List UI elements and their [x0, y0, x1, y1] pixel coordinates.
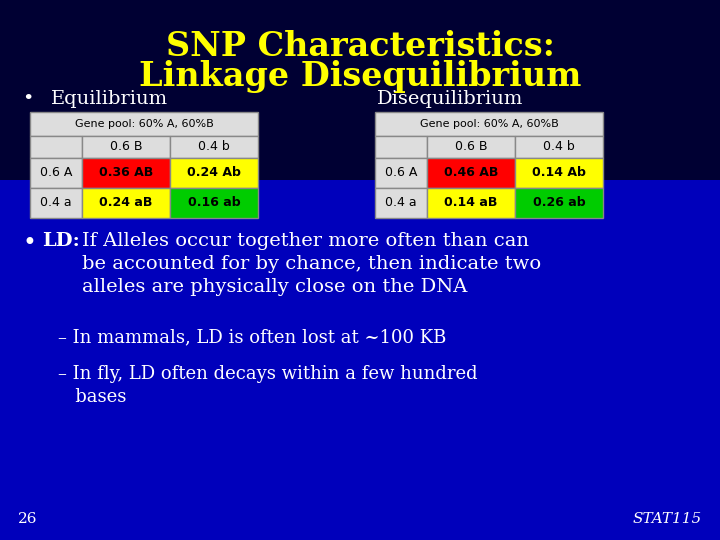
Bar — [82, 136, 170, 158]
Text: 0.24 Ab: 0.24 Ab — [187, 166, 241, 179]
Text: Gene pool: 60% A, 60%B: Gene pool: 60% A, 60%B — [420, 119, 559, 129]
Text: 0.4 a: 0.4 a — [385, 197, 417, 210]
Bar — [82, 158, 170, 188]
Bar — [82, 188, 170, 218]
Bar — [515, 136, 603, 158]
Text: 0.46 AB: 0.46 AB — [444, 166, 498, 179]
Bar — [515, 188, 603, 218]
Text: 0.14 Ab: 0.14 Ab — [532, 166, 586, 179]
Bar — [375, 136, 427, 158]
Text: LD:: LD: — [42, 232, 80, 250]
Bar — [170, 188, 258, 218]
Text: – In mammals, LD is often lost at ~100 KB: – In mammals, LD is often lost at ~100 K… — [58, 328, 446, 346]
Text: 0.14 aB: 0.14 aB — [444, 197, 498, 210]
Bar — [375, 112, 603, 136]
Bar — [427, 158, 515, 188]
Text: SNP Characteristics:: SNP Characteristics: — [166, 30, 554, 63]
Text: Disequilibrium: Disequilibrium — [377, 90, 523, 108]
Text: 26: 26 — [18, 512, 37, 526]
Text: Linkage Disequilibrium: Linkage Disequilibrium — [139, 60, 581, 93]
Text: STAT115: STAT115 — [633, 512, 702, 526]
Bar — [427, 136, 515, 158]
Text: 0.26 ab: 0.26 ab — [533, 197, 585, 210]
Text: 0.24 aB: 0.24 aB — [99, 197, 153, 210]
Text: 0.4 a: 0.4 a — [40, 197, 72, 210]
Text: 0.6 A: 0.6 A — [384, 166, 417, 179]
Text: Gene pool: 60% A, 60%B: Gene pool: 60% A, 60%B — [75, 119, 213, 129]
Bar — [30, 158, 82, 188]
Text: 0.6 A: 0.6 A — [40, 166, 72, 179]
Text: 0.6 B: 0.6 B — [455, 140, 487, 153]
Text: 0.36 AB: 0.36 AB — [99, 166, 153, 179]
Bar — [427, 188, 515, 218]
Text: – In fly, LD often decays within a few hundred
   bases: – In fly, LD often decays within a few h… — [58, 365, 477, 406]
Bar — [375, 188, 427, 218]
Text: 0.4 b: 0.4 b — [543, 140, 575, 153]
Bar — [170, 158, 258, 188]
Bar — [375, 158, 427, 188]
Bar — [30, 136, 82, 158]
Bar — [170, 136, 258, 158]
Text: 0.4 b: 0.4 b — [198, 140, 230, 153]
Text: If Alleles occur together more often than can
be accounted for by chance, then i: If Alleles occur together more often tha… — [82, 232, 541, 296]
Bar — [0, 0, 720, 180]
Bar — [515, 158, 603, 188]
Text: Equilibrium: Equilibrium — [51, 90, 168, 108]
Text: 0.6 B: 0.6 B — [109, 140, 143, 153]
Text: •: • — [22, 232, 36, 255]
Text: •: • — [22, 90, 34, 108]
Text: 0.16 ab: 0.16 ab — [188, 197, 240, 210]
Bar — [30, 188, 82, 218]
Bar — [30, 112, 258, 136]
